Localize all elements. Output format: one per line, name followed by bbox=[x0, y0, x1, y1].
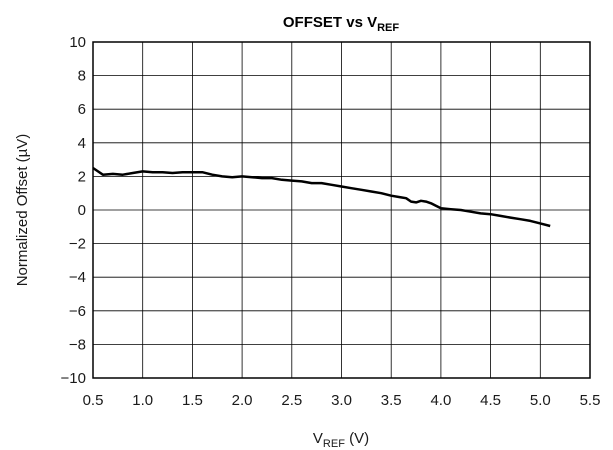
x-tick-label: 5.0 bbox=[530, 392, 551, 409]
y-tick-label: 6 bbox=[78, 101, 86, 118]
y-tick-label: −8 bbox=[69, 336, 86, 353]
tick-labels: 0.5 1.0 1.5 2.0 2.5 3.0 3.5 4.0 4.5 5.0 5.5 10 8 6 4 2 0… bbox=[61, 34, 601, 409]
y-tick-label: −2 bbox=[69, 236, 86, 253]
x-tick-label: 2.0 bbox=[232, 392, 253, 409]
y-tick-label: 4 bbox=[78, 135, 86, 152]
x-tick-label: 2.5 bbox=[281, 392, 302, 409]
y-tick-label: 8 bbox=[78, 68, 86, 85]
chart-title-subscript: REF bbox=[377, 22, 399, 34]
plot-frame bbox=[92, 41, 591, 379]
y-tick-label: 0 bbox=[78, 202, 86, 219]
y-tick-label: −6 bbox=[69, 303, 86, 320]
x-tick-label: 1.5 bbox=[182, 392, 203, 409]
x-axis-title-subscript: REF bbox=[323, 438, 345, 450]
x-tick-label: 4.0 bbox=[430, 392, 451, 409]
chart-title: OFFSET vs VREF bbox=[283, 14, 399, 34]
x-axis-title-main: V bbox=[313, 430, 323, 447]
x-tick-label: 3.5 bbox=[381, 392, 402, 409]
x-tick-label: 3.0 bbox=[331, 392, 352, 409]
y-tick-label: 10 bbox=[69, 34, 86, 51]
y-tick-label: −10 bbox=[61, 370, 86, 387]
chart-title-main: OFFSET vs V bbox=[283, 14, 377, 31]
y-tick-label: 2 bbox=[78, 168, 86, 185]
x-tick-label: 1.0 bbox=[132, 392, 153, 409]
grid-lines bbox=[92, 41, 591, 379]
x-tick-label: 0.5 bbox=[83, 392, 104, 409]
series-line-offset bbox=[92, 166, 551, 228]
x-tick-label: 5.5 bbox=[580, 392, 601, 409]
x-axis-title-unit: (V) bbox=[345, 430, 369, 447]
y-tick-label: −4 bbox=[69, 269, 86, 286]
y-axis-title: Normalized Offset (µV) bbox=[14, 134, 31, 287]
x-tick-label: 4.5 bbox=[480, 392, 501, 409]
x-axis-title: VREF (V) bbox=[313, 430, 369, 450]
